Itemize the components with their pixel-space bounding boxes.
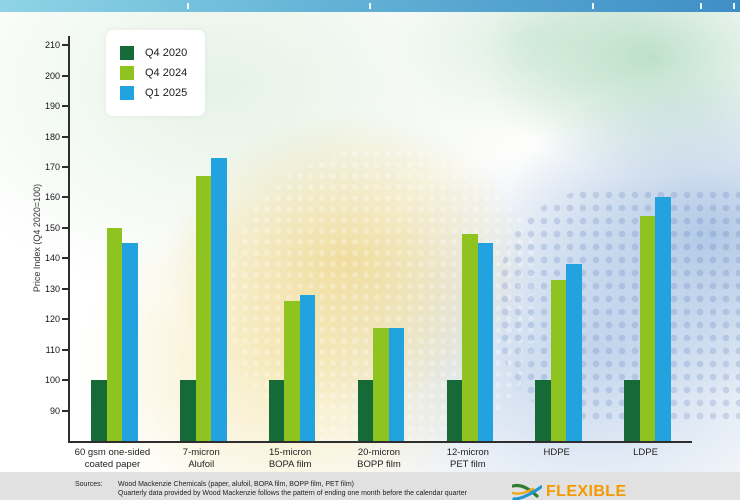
legend-label: Q4 2020 — [145, 47, 188, 59]
y-tick-mark — [62, 318, 70, 321]
legend-label: Q4 2024 — [145, 67, 188, 79]
y-tick-label: 90 — [49, 405, 60, 416]
cutoff-text-fragment — [187, 3, 189, 9]
y-tick-label: 200 — [44, 70, 60, 81]
legend-label: Q1 2025 — [145, 87, 188, 99]
y-tick-label: 170 — [44, 161, 60, 172]
legend-item: Q1 2025 — [120, 86, 187, 100]
bar-q4-2020 — [446, 380, 463, 441]
fpe-logo-text: FLEXIBLE — [546, 483, 627, 500]
y-tick-label: 210 — [44, 40, 60, 51]
y-tick-label: 100 — [44, 375, 60, 386]
y-tick-mark — [62, 257, 70, 260]
y-tick-mark — [62, 165, 70, 168]
y-tick-label: 130 — [44, 283, 60, 294]
bar-q4-2024 — [550, 279, 567, 441]
y-tick-label: 180 — [44, 131, 60, 142]
bar-q4-2024 — [462, 233, 478, 441]
bar-q4-2020 — [624, 380, 640, 441]
bar-q1-2025 — [566, 264, 582, 441]
fpe-logo-icon — [512, 483, 542, 500]
bar-group — [337, 36, 426, 441]
legend: Q4 2020 Q4 2024 Q1 2025 — [106, 30, 206, 116]
y-tick-label: 140 — [44, 253, 60, 264]
footer: Sources: Wood Mackenzie Chemicals (paper… — [0, 472, 740, 500]
bar-group — [159, 36, 248, 441]
bar-group — [248, 36, 337, 441]
bar-q1-2025 — [211, 157, 227, 441]
legend-item: Q4 2024 — [120, 66, 187, 80]
title-banner-sliver — [0, 0, 740, 12]
y-tick-mark — [62, 74, 70, 77]
bar-group — [70, 36, 159, 441]
sources-text: Wood Mackenzie Chemicals (paper, alufoil… — [118, 481, 467, 498]
bar-q4-2020 — [268, 380, 285, 441]
legend-swatch — [120, 66, 134, 80]
y-tick-mark — [62, 135, 70, 138]
y-tick-label: 190 — [44, 101, 60, 112]
y-tick-mark — [62, 287, 70, 290]
bar-q4-2024 — [639, 215, 656, 441]
sources-label: Sources: — [75, 481, 103, 488]
y-tick-mark — [62, 44, 70, 47]
bar-q4-2020 — [180, 380, 196, 441]
bar-q4-2024 — [106, 227, 123, 441]
legend-swatch — [120, 86, 134, 100]
y-tick-label: 120 — [44, 314, 60, 325]
source-line: Quarterly data provided by Wood Mackenzi… — [118, 489, 467, 497]
bar-q1-2025 — [299, 294, 316, 441]
bar-group — [514, 36, 603, 441]
bar-q1-2025 — [655, 197, 671, 441]
y-tick-label: 160 — [44, 192, 60, 203]
legend-swatch — [120, 46, 134, 60]
bar-group — [603, 36, 692, 441]
y-tick-mark — [62, 105, 70, 108]
bar-q1-2025 — [477, 243, 494, 441]
y-tick-mark — [62, 379, 70, 382]
y-tick-mark — [62, 348, 70, 351]
source-line: Wood Mackenzie Chemicals (paper, alufoil… — [118, 481, 355, 488]
legend-item: Q4 2020 — [120, 46, 187, 60]
bar-q4-2020 — [535, 380, 551, 441]
bar-q4-2024 — [284, 300, 300, 441]
plot-area: 90 100 110 120 130 140 150 160 170 180 190 200 210 — [45, 36, 692, 443]
bar-q1-2025 — [122, 243, 138, 441]
cutoff-text-fragment — [592, 3, 594, 9]
bar-q4-2020 — [91, 380, 107, 441]
bar-group — [425, 36, 514, 441]
y-tick-mark — [62, 226, 70, 229]
cutoff-text-fragment — [369, 3, 371, 9]
bar-q4-2020 — [357, 380, 374, 441]
y-tick-mark — [62, 196, 70, 199]
bar-q1-2025 — [388, 328, 405, 441]
bar-q4-2024 — [195, 176, 212, 441]
y-tick-label: 110 — [45, 344, 60, 355]
bar-q4-2024 — [373, 328, 389, 441]
fpe-logo: FLEXIBLE — [512, 483, 627, 500]
y-tick-mark — [62, 409, 70, 412]
cutoff-text-fragment — [700, 3, 702, 9]
y-tick-label: 150 — [44, 222, 60, 233]
cutoff-text-fragment — [733, 3, 735, 9]
